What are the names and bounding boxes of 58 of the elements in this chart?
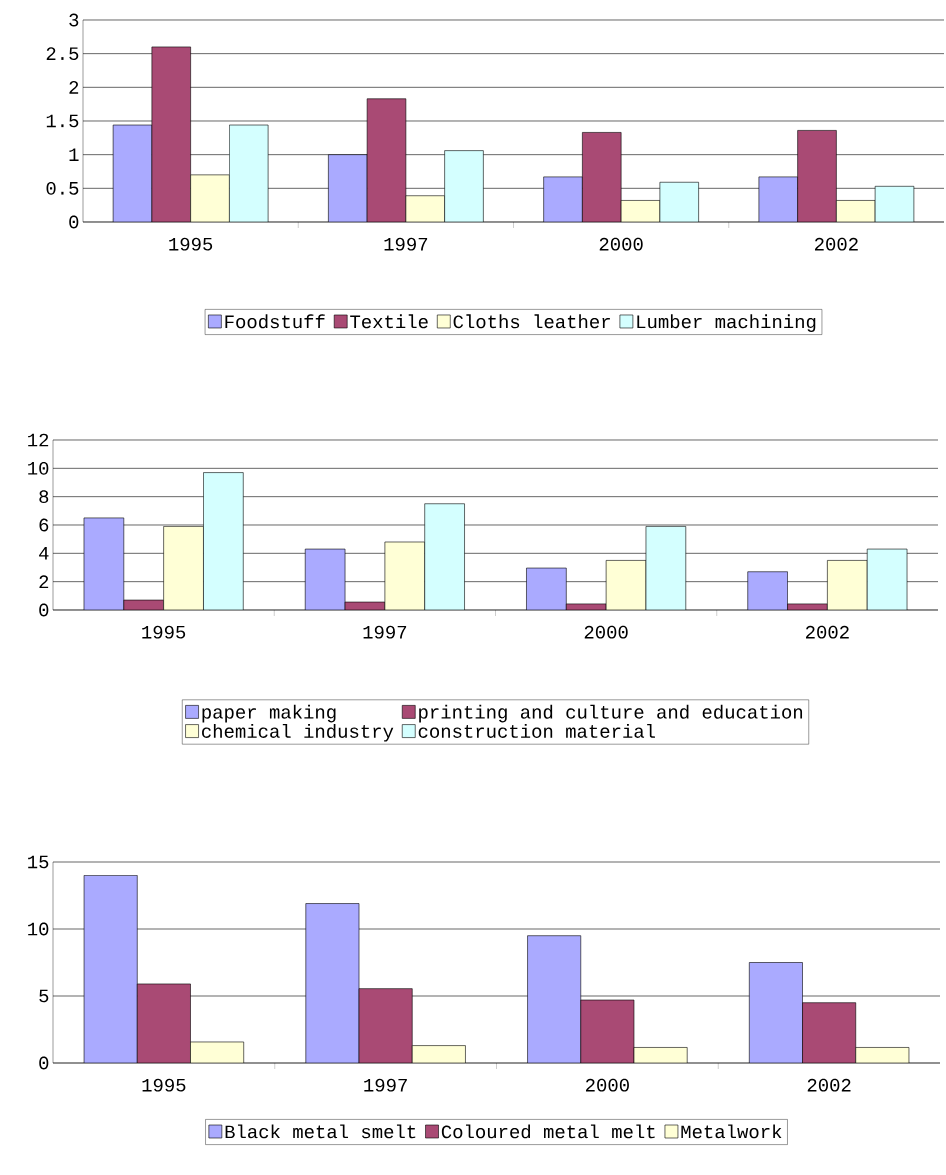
y-tick-label: 15 bbox=[28, 855, 49, 869]
y-tick-label: 4 bbox=[39, 547, 49, 560]
y-tick-label: 8 bbox=[39, 490, 49, 504]
legend-label: chemical industry bbox=[202, 723, 394, 742]
x-tick-label: 1997 bbox=[364, 1078, 407, 1092]
legend-label: Coloured metal melt bbox=[441, 1124, 655, 1139]
y-tick-label: 2.5 bbox=[46, 47, 79, 61]
bar bbox=[749, 962, 803, 1063]
y-tick-label: 10 bbox=[28, 461, 49, 475]
x-tick-label: 1997 bbox=[363, 625, 407, 639]
bar bbox=[543, 176, 583, 222]
bar bbox=[136, 983, 191, 1063]
y-tick-label: 1 bbox=[69, 148, 79, 161]
y-tick-label: 12 bbox=[28, 433, 49, 447]
x-tick-label: 2002 bbox=[807, 1078, 851, 1092]
y-tick-label: 3 bbox=[69, 13, 79, 27]
x-tick-label: 2002 bbox=[805, 625, 849, 639]
y-tick-label: 10 bbox=[28, 922, 49, 936]
legend-label: Metalwork bbox=[681, 1124, 782, 1139]
bar bbox=[358, 988, 413, 1063]
y-tick-label: 0 bbox=[69, 215, 79, 229]
y-tick-label: 0 bbox=[39, 603, 49, 617]
legend-label: construction material bbox=[418, 723, 655, 738]
y-tick-label: 2 bbox=[39, 575, 49, 588]
x-tick-label: 1997 bbox=[384, 237, 428, 251]
bar bbox=[580, 999, 635, 1063]
bar bbox=[527, 935, 582, 1063]
bar bbox=[802, 1002, 857, 1063]
bar bbox=[229, 124, 269, 222]
x-tick-label: 2000 bbox=[599, 237, 643, 251]
y-tick-label: 0.5 bbox=[46, 181, 79, 195]
bar bbox=[874, 186, 915, 222]
y-tick-label: 2 bbox=[69, 81, 79, 94]
x-tick-label: 1995 bbox=[142, 625, 186, 639]
y-tick-label: 0 bbox=[39, 1056, 49, 1070]
x-tick-label: 1995 bbox=[169, 237, 213, 251]
bar bbox=[112, 124, 153, 222]
bar bbox=[444, 150, 484, 222]
legend-label: printing and culture and education bbox=[419, 704, 803, 723]
legend-label: paper making bbox=[202, 704, 336, 723]
bar bbox=[659, 181, 699, 222]
bar bbox=[328, 154, 368, 222]
legend-label: Lumber machining bbox=[637, 314, 816, 333]
y-tick-label: 5 bbox=[39, 989, 49, 1003]
legend-label: Black metal smelt bbox=[225, 1124, 416, 1139]
legend-label: Cloths leather bbox=[453, 314, 610, 329]
x-tick-label: 2002 bbox=[814, 237, 858, 251]
bar bbox=[83, 875, 138, 1063]
x-tick-label: 2000 bbox=[585, 1078, 629, 1092]
legend-label: Textile bbox=[350, 314, 428, 329]
x-tick-label: 1995 bbox=[142, 1078, 186, 1092]
bar bbox=[411, 1045, 466, 1063]
y-tick-label: 1.5 bbox=[46, 114, 79, 128]
legend-label: Foodstuff bbox=[225, 314, 325, 329]
y-tick-label: 6 bbox=[39, 518, 49, 532]
bar bbox=[758, 176, 798, 222]
bar bbox=[305, 903, 360, 1063]
x-tick-label: 2000 bbox=[584, 625, 628, 639]
